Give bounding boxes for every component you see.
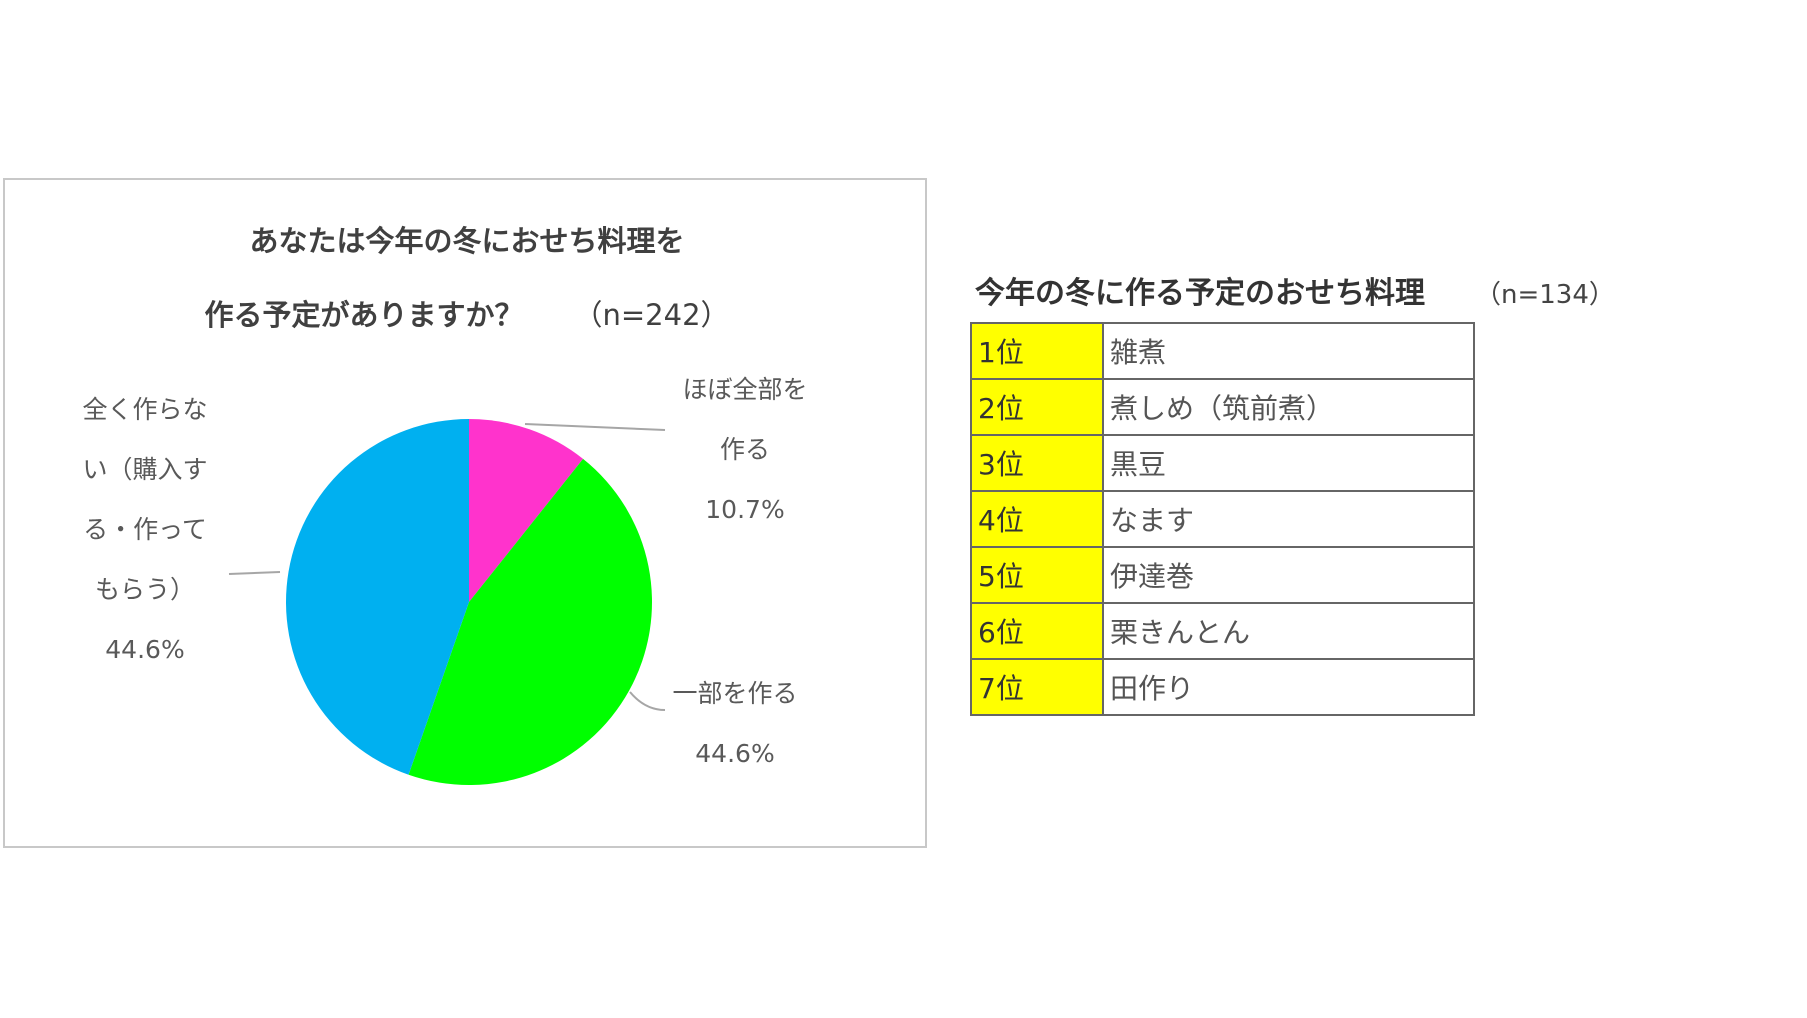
table-row: 2位 煮しめ（筑前煮） [970, 378, 1475, 436]
chart-sample-size: （n=242） [573, 298, 730, 332]
ranking-title-text: 今年の冬に作る予定のおせち料理 [975, 276, 1425, 311]
label-line: 一部を作る [672, 679, 798, 708]
item-cell: なます [1102, 490, 1475, 548]
slice-label-none: 全く作らな い（購入す る・作って もらう） 44.6% [65, 380, 225, 680]
label-value: 44.6% [695, 739, 775, 768]
item-cell: 黒豆 [1102, 434, 1475, 492]
slice-label-almost-all: ほぼ全部を 作る 10.7% [665, 360, 825, 540]
ranking-title: 今年の冬に作る予定のおせち料理 （n=134） [975, 268, 1615, 312]
table-row: 3位 黒豆 [970, 434, 1475, 492]
item-cell: 雑煮 [1102, 322, 1475, 380]
leader-line [524, 423, 666, 431]
rank-cell: 4位 [970, 490, 1104, 548]
chart-title-line1: あなたは今年の冬におせち料理を [249, 224, 685, 258]
rank-cell: 7位 [970, 658, 1104, 716]
table-row: 5位 伊達巻 [970, 546, 1475, 604]
pie-chart [228, 419, 666, 785]
slice-none [286, 419, 469, 775]
slice-partial [408, 458, 652, 785]
label-line: る・作って [83, 515, 207, 544]
label-line: ほぼ全部を [682, 375, 808, 404]
leader-line [228, 571, 281, 575]
table-row: 6位 栗きんとん [970, 602, 1475, 660]
rank-cell: 2位 [970, 378, 1104, 436]
label-value: 10.7% [705, 495, 785, 524]
table-row: 1位 雑煮 [970, 322, 1475, 380]
pie-chart-panel: あなたは今年の冬におせち料理を 作る予定がありますか？ （n=242） ほぼ全部を… [3, 178, 927, 848]
ranking-sample-size: （n=134） [1475, 280, 1615, 310]
item-cell: 栗きんとん [1102, 602, 1475, 660]
item-cell: 伊達巻 [1102, 546, 1475, 604]
item-cell: 田作り [1102, 658, 1475, 716]
item-cell: 煮しめ（筑前煮） [1102, 378, 1475, 436]
ranking-table: 1位 雑煮 2位 煮しめ（筑前煮） 3位 黒豆 4位 なます 5位 伊達巻 6位 栗きんとん 7位 田作り [970, 322, 1475, 716]
rank-cell: 6位 [970, 602, 1104, 660]
label-value: 44.6% [105, 635, 185, 664]
rank-cell: 3位 [970, 434, 1104, 492]
label-line: 全く作らな [82, 395, 208, 424]
slice-almost-all [469, 419, 584, 602]
slice-label-partial: 一部を作る 44.6% [655, 664, 815, 784]
chart-title-line2: 作る予定がありますか？ （n=242） [5, 292, 929, 334]
label-line: もらう） [94, 575, 195, 604]
label-line: い（購入す [82, 455, 208, 484]
rank-cell: 5位 [970, 546, 1104, 604]
chart-title-question: 作る予定がありますか？ [204, 298, 524, 332]
rank-cell: 1位 [970, 322, 1104, 380]
table-row: 4位 なます [970, 490, 1475, 548]
leader-line [629, 691, 666, 711]
table-row: 7位 田作り [970, 658, 1475, 716]
label-line: 作る [719, 435, 770, 464]
